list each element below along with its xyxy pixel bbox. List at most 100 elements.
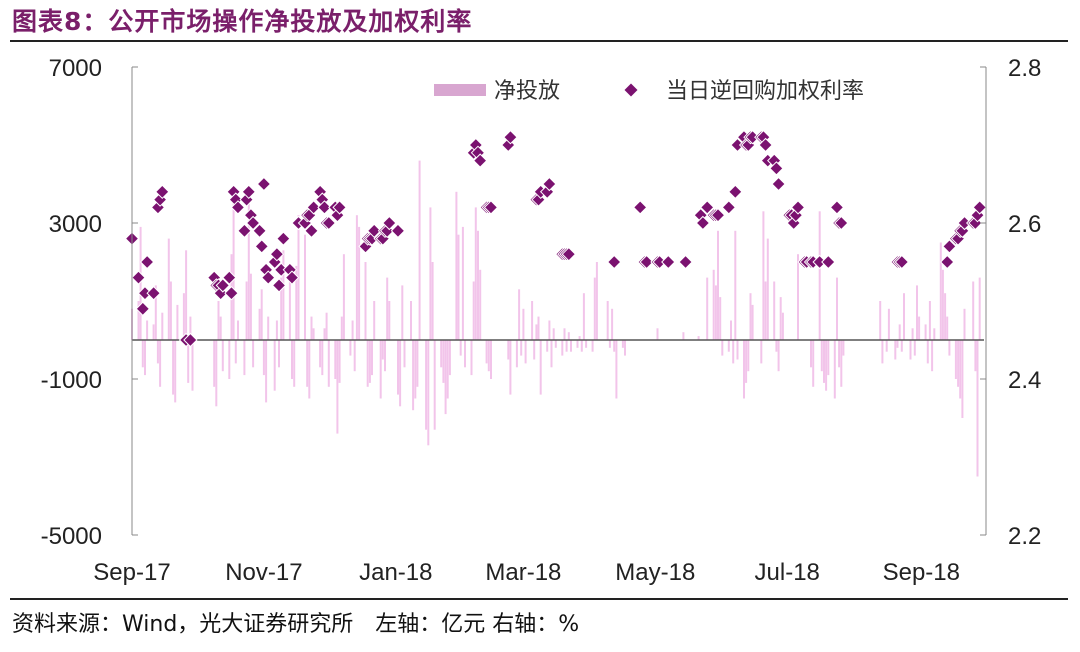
bar-mark [900, 340, 903, 352]
x-axis-ticks: Sep-17 Nov-17 Jan-18 Mar-18 May-18 Jul-18 Sep-… [93, 559, 960, 586]
bar-mark [567, 332, 570, 340]
bar-mark [840, 340, 843, 387]
bar-mark [141, 340, 144, 368]
rate-marker [483, 200, 499, 215]
bar-mark [490, 340, 492, 379]
bar-mark [608, 340, 611, 348]
rate-marker [215, 278, 231, 293]
bar-mark [403, 340, 406, 368]
bar-mark [252, 340, 255, 368]
rate-marker [139, 254, 155, 270]
bar-mark [388, 301, 391, 340]
bar-mark [340, 316, 343, 340]
bar-mark [470, 340, 473, 376]
rate-marker [382, 215, 397, 231]
bar-mark [237, 320, 239, 340]
rate-marker [155, 184, 170, 200]
bar-mark [325, 312, 328, 340]
rate-marker [256, 176, 272, 192]
bar-mark [174, 340, 177, 403]
right-tick-label: 2.8 [1008, 55, 1041, 82]
bar-mark [578, 336, 581, 340]
bar-mark [593, 277, 596, 340]
bar-mark [249, 273, 252, 340]
bar-mark [881, 340, 884, 364]
rate-marker [940, 254, 955, 270]
bar-mark [507, 340, 510, 360]
right-tick-label: 2.4 [1008, 367, 1041, 394]
bar-mark [615, 340, 618, 399]
rate-marker [972, 200, 987, 215]
bar-mark [546, 340, 549, 352]
rate-marker [678, 254, 693, 270]
rate-marker [306, 200, 321, 215]
left-tick-label: -5000 [41, 523, 102, 550]
legend-label-net-injection: 净投放 [494, 79, 560, 104]
bar-mark [232, 187, 235, 340]
rate-marker [269, 246, 285, 262]
bar-mark [924, 324, 927, 340]
bar-mark [781, 312, 784, 340]
rate-marker [366, 223, 382, 239]
bar-mark [228, 340, 231, 379]
bar-mark [425, 340, 428, 430]
rate-marker [237, 223, 252, 239]
bar-mark [565, 340, 568, 352]
bar-mark [745, 340, 748, 383]
bar-mark [606, 301, 609, 340]
bar-mark [533, 340, 536, 360]
rate-marker [700, 200, 715, 215]
bar-mark [585, 340, 588, 348]
bar-mark [554, 340, 557, 348]
bar-mark [531, 301, 534, 340]
bar-mark [535, 324, 538, 340]
bar-mark [812, 340, 815, 387]
bar-mark [539, 340, 542, 395]
rate-marker [539, 184, 555, 200]
rate-marker [970, 207, 985, 223]
bar-mark [154, 285, 157, 340]
bar-mark [308, 340, 311, 399]
bar-mark [515, 340, 518, 368]
bar-mark [766, 238, 769, 340]
bar-mark [275, 320, 278, 340]
bar-mark [353, 340, 356, 372]
bar-mark [978, 277, 981, 340]
x-tick-label: Mar-18 [485, 559, 561, 586]
bar-mark [913, 340, 916, 356]
bar-mark [427, 340, 430, 446]
bar-mark [384, 340, 386, 372]
rate-marker [769, 161, 784, 176]
bar-mark [358, 226, 361, 340]
source-divider [10, 598, 1068, 600]
rate-marker [955, 223, 970, 239]
bar-mark [974, 340, 977, 372]
dual-axis-chart: 7000 3000 -1000 -5000 2.8 2.6 2.4 2.2 Sep-17 No… [41, 55, 1042, 586]
bar-mark [139, 226, 142, 340]
bar-mark [260, 289, 263, 340]
bar-mark [773, 281, 776, 340]
bar-mark [842, 340, 845, 356]
rate-marker [390, 223, 406, 239]
rate-marker [304, 223, 319, 239]
bar-mark [823, 340, 825, 383]
rate-marker [267, 254, 282, 270]
rate-marker [222, 270, 237, 285]
bar-mark [762, 211, 765, 340]
bar-mark [442, 340, 445, 383]
bar-mark [479, 269, 482, 340]
net-injection-bars [131, 160, 981, 477]
rate-marker [790, 200, 806, 215]
rate-marker [758, 137, 773, 153]
bar-mark [293, 340, 296, 387]
bar-mark [182, 293, 185, 340]
bar-mark [957, 340, 960, 387]
bar-mark [189, 316, 192, 340]
rate-marker [183, 332, 198, 348]
bar-mark [976, 340, 979, 477]
bar-mark [706, 277, 709, 340]
bar-mark [152, 324, 155, 340]
bar-mark [459, 340, 462, 356]
bar-mark [334, 340, 337, 379]
bar-mark [959, 340, 962, 399]
